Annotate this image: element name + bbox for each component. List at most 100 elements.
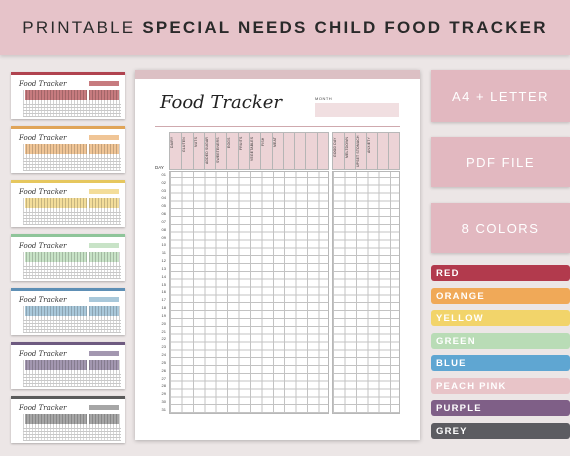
thumbnail-month xyxy=(89,189,119,194)
thumbnail-grid xyxy=(23,320,121,333)
month-label: MONTH xyxy=(315,96,333,101)
column-header-label: MEAT xyxy=(272,137,277,147)
day-number: 22 xyxy=(161,336,166,342)
thumbnail-title: Food Tracker xyxy=(19,134,67,142)
info-card-label: A4 + LETTER xyxy=(451,88,550,104)
day-number: 30 xyxy=(161,399,166,405)
thumbnail-preview: Food Tracker xyxy=(11,396,125,443)
thumbnail-header-fill xyxy=(25,306,87,316)
color-swatch: ORANGE xyxy=(431,288,570,304)
day-number: 19 xyxy=(161,312,166,318)
column-header-label: ANXIETY xyxy=(367,137,371,153)
column-header: VEGETABLES xyxy=(249,133,260,170)
thumbnail-header-fill xyxy=(89,414,119,424)
day-number: 07 xyxy=(161,218,166,224)
column-header: FRUITS xyxy=(237,133,249,170)
column-header-label: ADDED SUGAR xyxy=(204,137,209,165)
day-number: 12 xyxy=(161,258,166,264)
sheet-top-bar xyxy=(135,70,420,79)
symptom-grid[interactable] xyxy=(332,171,400,414)
thumbnail-month xyxy=(89,351,119,356)
thumbnail-header-fill xyxy=(89,306,119,316)
color-swatch-label: PURPLE xyxy=(436,402,482,414)
thumbnail-header-fill xyxy=(89,252,119,262)
column-header xyxy=(282,133,294,170)
day-number: 28 xyxy=(161,383,166,389)
day-number: 29 xyxy=(161,391,166,397)
thumbnail-top-bar xyxy=(11,342,125,345)
thumbnail-title: Food Tracker xyxy=(19,188,67,196)
symptom-column-headers: GOOD DAY MELTDOWN UPSET STOMACH ANXIETY xyxy=(332,132,400,170)
thumbnail-grid xyxy=(23,158,121,171)
thumbnail-grid xyxy=(23,266,121,279)
day-numbers: 01 02 03 04 05 06 07 08 09 10 11 12 13 14 15 16 17 18 19 20… xyxy=(156,171,168,414)
thumbnail-month xyxy=(89,135,119,140)
thumbnail-header-fill xyxy=(25,144,87,154)
thumbnail-header-fill xyxy=(25,414,87,424)
color-swatch: BLUE xyxy=(431,355,570,371)
column-header: NUTS xyxy=(192,133,204,170)
thumbnail-preview: Food Tracker xyxy=(11,180,125,227)
thumbnail-header-fill xyxy=(25,90,87,100)
column-header-label: MELTDOWN xyxy=(345,137,349,159)
banner-title-light: PRINTABLE xyxy=(22,17,136,37)
color-swatch: RED xyxy=(431,265,570,281)
thumbnail-preview: Food Tracker xyxy=(11,342,125,389)
day-number: 18 xyxy=(161,305,166,311)
thumbnail-top-bar xyxy=(11,396,125,399)
thumbnail-grid xyxy=(23,428,121,441)
thumbnail-header-fill xyxy=(25,198,87,208)
day-number: 26 xyxy=(161,367,166,373)
thumbnail-header-fill xyxy=(89,360,119,370)
food-column-headers: DAIRY GLUTEN NUTS ADDED SUGAR SWEETENERS EGGS… xyxy=(169,132,329,170)
column-header-label: VEGETABLES xyxy=(250,137,254,162)
column-header: EGGS xyxy=(226,133,237,170)
day-number: 16 xyxy=(161,289,166,295)
thumbnail-header-fill xyxy=(89,144,119,154)
thumbnail-top-bar xyxy=(11,126,125,129)
color-swatch-label: ORANGE xyxy=(436,290,485,302)
column-header xyxy=(377,133,388,170)
thumbnail-title: Food Tracker xyxy=(19,404,67,412)
column-header: GLUTEN xyxy=(181,133,192,170)
day-number: 11 xyxy=(161,250,166,256)
column-header: UPSET STOMACH xyxy=(355,133,366,170)
color-swatch-label: RED xyxy=(436,267,460,279)
column-header: GOOD DAY xyxy=(333,133,344,170)
thumbnail-top-bar xyxy=(11,180,125,183)
color-swatch-label: BLUE xyxy=(436,357,467,369)
thumbnail-month xyxy=(89,405,119,410)
column-header: MEAT xyxy=(271,133,283,170)
day-number: 20 xyxy=(161,320,166,326)
info-card: A4 + LETTER xyxy=(431,70,570,122)
day-number: 02 xyxy=(161,179,166,185)
thumbnail-month xyxy=(89,297,119,302)
column-header-label: DAIRY xyxy=(170,137,174,149)
thumbnail-header-fill xyxy=(89,90,119,100)
column-header: SWEETENERS xyxy=(215,133,226,170)
day-number: 13 xyxy=(161,265,166,271)
thumbnail-preview: Food Tracker xyxy=(11,72,125,119)
day-number: 03 xyxy=(161,187,166,193)
day-label: DAY xyxy=(155,165,164,170)
column-header: ANXIETY xyxy=(366,133,377,170)
thumbnail-header-lines xyxy=(23,198,121,212)
info-card-label: PDF FILE xyxy=(465,154,536,170)
thumbnail-title: Food Tracker xyxy=(19,242,67,250)
thumbnail-month xyxy=(89,81,119,86)
month-field[interactable] xyxy=(315,103,399,117)
color-swatch-label: GREY xyxy=(436,425,468,437)
thumbnail-month xyxy=(89,243,119,248)
thumbnail-grid xyxy=(23,374,121,387)
color-swatch: PEACH PINK xyxy=(431,378,570,394)
thumbnail-title: Food Tracker xyxy=(19,350,67,358)
day-number: 23 xyxy=(161,344,166,350)
thumbnail-header-fill xyxy=(25,360,87,370)
column-header: FISH xyxy=(260,133,271,170)
column-header-label: GLUTEN xyxy=(182,137,187,152)
thumbnail-header-lines xyxy=(23,414,121,428)
thumbnail-title: Food Tracker xyxy=(19,296,67,304)
food-grid[interactable] xyxy=(169,171,329,414)
info-card: 8 COLORS xyxy=(431,203,570,253)
divider xyxy=(155,126,400,127)
